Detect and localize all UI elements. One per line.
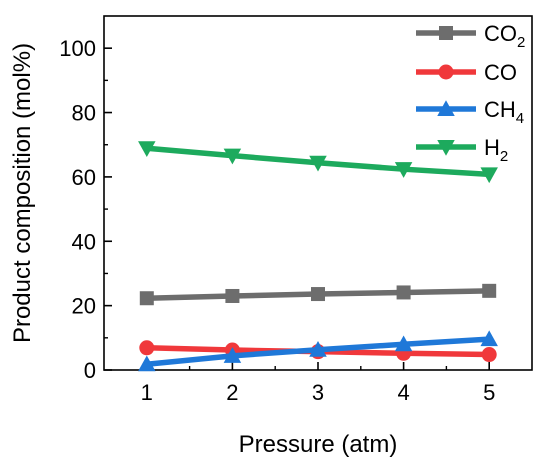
y-tick-label: 0 (84, 358, 96, 383)
legend-label: CH4 (484, 97, 524, 127)
y-tick-label: 80 (72, 101, 96, 126)
legend-label-base: H (484, 135, 500, 160)
data-point (394, 162, 413, 178)
legend-marker (437, 100, 455, 116)
x-tick-label: 5 (483, 380, 495, 405)
data-point (480, 330, 498, 347)
legend-label: CO (484, 60, 517, 85)
data-point (138, 141, 156, 158)
x-tick-label: 4 (397, 380, 409, 405)
data-point (309, 340, 327, 357)
legend-label: CO2 (484, 21, 525, 51)
legend-marker (438, 64, 454, 80)
legend-item: CO2 (416, 21, 525, 51)
legend-item: CO (416, 60, 517, 85)
data-point (311, 287, 325, 302)
plot-border (103, 15, 533, 371)
data-point (223, 148, 242, 165)
data-point (223, 347, 242, 363)
data-point (481, 347, 497, 363)
y-axis: 0 20 40 60 80 100 (59, 36, 112, 383)
x-axis-title: Pressure (atm) (239, 431, 398, 458)
legend-label-subscript: 2 (517, 34, 525, 51)
data-point (309, 155, 327, 172)
x-tick-label: 1 (141, 380, 153, 405)
data-point (139, 340, 155, 356)
legend-item: H2 (416, 135, 508, 165)
data-point (482, 283, 497, 298)
legend-marker (437, 140, 455, 156)
legend-label-subscript: 2 (500, 148, 508, 165)
series-ch4 (138, 330, 498, 372)
y-tick-label: 40 (72, 229, 96, 254)
series-layer (138, 141, 498, 372)
legend-marker (439, 26, 453, 40)
data-point (480, 167, 498, 184)
y-tick-label: 100 (59, 36, 96, 61)
legend-label-base: CH (484, 97, 516, 122)
legend-item: CH4 (416, 97, 524, 127)
x-axis: 1 2 3 4 5 (141, 362, 495, 405)
legend-label-base: CO (484, 60, 517, 85)
legend-label-subscript: 4 (516, 110, 524, 127)
data-point (394, 335, 413, 352)
y-tick-label: 60 (72, 165, 96, 190)
x-tick-label: 2 (226, 380, 238, 405)
y-tick-label: 20 (72, 294, 96, 319)
y-axis-title: Product composition (mol%) (9, 43, 36, 343)
series-co2 (139, 283, 497, 306)
x-tick-label: 3 (312, 380, 324, 405)
data-point (139, 291, 154, 306)
legend-label-base: CO (484, 21, 517, 46)
data-point (396, 285, 411, 300)
data-point (138, 355, 156, 372)
data-point (225, 288, 240, 303)
legend-label: H2 (484, 135, 508, 165)
series-h2 (138, 141, 498, 184)
plot-area (103, 15, 533, 371)
